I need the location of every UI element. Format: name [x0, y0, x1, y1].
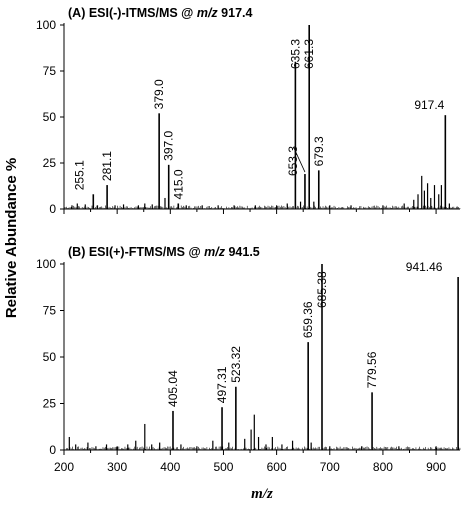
panel-b-x-tick-label: 300 — [107, 460, 127, 474]
panel-a-y-tick-label: 0 — [49, 202, 56, 216]
panel-b-y-tick-label: 25 — [43, 397, 57, 411]
panel-b-y-tick-label: 0 — [49, 443, 56, 457]
panel-a-title: (A) ESI(-)-ITMS/MS @ m/z 917.4 — [68, 6, 252, 20]
panel-a-peak-label: 679.3 — [312, 136, 326, 166]
panel-b-x-tick-label: 600 — [267, 460, 287, 474]
panel-b-peak-label: 659.36 — [301, 301, 315, 338]
panel-b-peak-label: 779.56 — [365, 351, 379, 388]
panel-b-y-tick-label: 50 — [43, 350, 57, 364]
panel-a-peak-label: 281.1 — [100, 151, 114, 181]
panel-a-y-tick-label: 100 — [36, 18, 56, 32]
panel-b-x-tick-label: 800 — [373, 460, 393, 474]
panel-a-y-tick-label: 75 — [43, 64, 57, 78]
panel-b-peak-label: 941.46 — [406, 260, 443, 274]
panel-a-peak-label: 653.3 — [286, 146, 300, 176]
panel-b-x-tick-label: 500 — [213, 460, 233, 474]
y-axis-title: Relative Abundance % — [3, 158, 20, 318]
panel-a-y-tick-label: 25 — [43, 156, 57, 170]
panel-a-peak-label: 397.0 — [162, 130, 176, 160]
panel-b-peak-label: 685.38 — [315, 271, 329, 308]
panel-a-peak-label: 379.0 — [152, 79, 166, 109]
panel-a-peak-label: 917.4 — [414, 98, 444, 112]
x-axis-title: m/z — [251, 486, 273, 502]
panel-b-x-tick-label: 200 — [54, 460, 74, 474]
panel-b-x-tick-label: 700 — [320, 460, 340, 474]
panel-b-title: (B) ESI(+)-FTMS/MS @ m/z 941.5 — [68, 245, 260, 259]
panel-b-y-tick-label: 75 — [43, 304, 57, 318]
panel-b-peak-label: 405.04 — [166, 370, 180, 407]
panel-b-x-tick-label: 400 — [160, 460, 180, 474]
panel-b-peak-label: 497.31 — [215, 366, 229, 403]
panel-a-y-tick-label: 50 — [43, 110, 57, 124]
panel-b-x-tick-label: 900 — [426, 460, 446, 474]
peak-653-leader-line — [293, 147, 306, 173]
panel-b-peak-label: 523.32 — [229, 346, 243, 383]
panel-b-y-tick-label: 100 — [36, 257, 56, 271]
panel-a-peak-label: 415.0 — [171, 169, 185, 199]
panel-a-peak-label: 661.3 — [302, 39, 316, 69]
panel-a-peak-label: 255.1 — [72, 160, 86, 190]
panel-a-peak-label: 635.3 — [288, 39, 302, 69]
